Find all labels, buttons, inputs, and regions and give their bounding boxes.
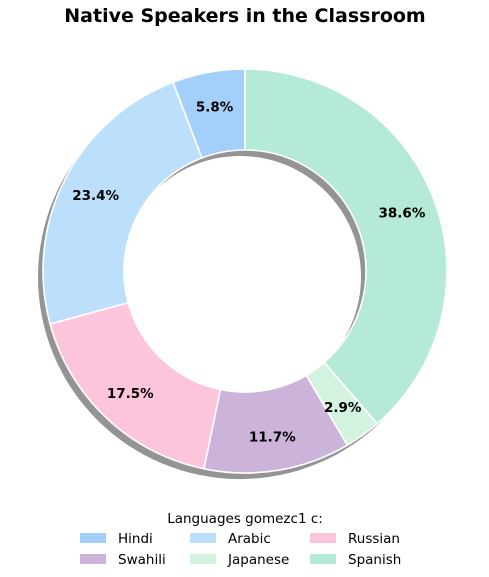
wedge-labels: 5.8% 23.4% 17.5% 11.7% 2.9% 38.6% — [72, 99, 426, 445]
wedge-label-russian: 17.5% — [107, 386, 154, 402]
wedge-label-hindi: 5.8% — [196, 99, 234, 115]
legend-label-arabic: Arabic — [228, 531, 271, 547]
legend-label-russian: Russian — [348, 531, 400, 547]
legend-item-japanese: Japanese — [190, 552, 289, 568]
legend: Languages gomezc1 c: Hindi Arabic Russian S… — [80, 511, 401, 568]
wedge-spanish — [244, 68, 448, 425]
legend-swatch-spanish — [310, 554, 336, 564]
wedge-label-japanese: 2.9% — [324, 400, 362, 416]
legend-swatch-hindi — [80, 533, 106, 543]
legend-swatch-japanese — [190, 554, 216, 564]
legend-label-spanish: Spanish — [348, 552, 401, 568]
wedge-label-swahili: 11.7% — [249, 429, 296, 445]
legend-label-hindi: Hindi — [118, 531, 153, 547]
legend-swatch-arabic — [190, 533, 216, 543]
wedge-label-spanish: 38.6% — [379, 205, 426, 221]
chart-title: Native Speakers in the Classroom — [64, 5, 425, 27]
legend-item-swahili: Swahili — [80, 552, 166, 568]
legend-items: Hindi Arabic Russian Swahili Japanese Spanish — [80, 531, 401, 568]
legend-item-arabic: Arabic — [190, 531, 271, 547]
legend-label-japanese: Japanese — [227, 552, 289, 568]
wedge-label-arabic: 23.4% — [72, 188, 119, 204]
legend-title: Languages gomezc1 c: — [167, 511, 323, 527]
legend-swatch-swahili — [80, 554, 106, 564]
legend-item-spanish: Spanish — [310, 552, 401, 568]
legend-item-russian: Russian — [310, 531, 400, 547]
wedge-arabic — [42, 81, 203, 325]
legend-label-swahili: Swahili — [118, 552, 166, 568]
donut-wedges — [42, 68, 448, 474]
legend-swatch-russian — [310, 533, 336, 543]
legend-item-hindi: Hindi — [80, 531, 153, 547]
